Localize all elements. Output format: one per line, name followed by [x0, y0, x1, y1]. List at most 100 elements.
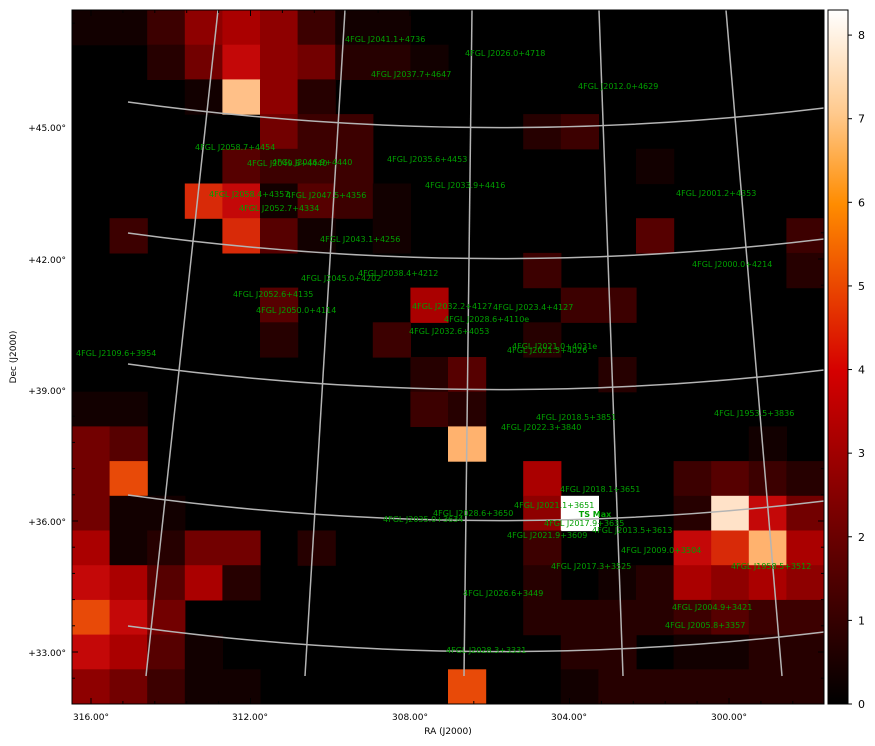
x-tick-label: 300.00° [711, 713, 747, 723]
axis-ticks [72, 10, 824, 704]
y-tick-label: +45.00° [28, 124, 66, 134]
ts-pixel [72, 530, 111, 566]
colorbar-tick-label: 2 [858, 531, 865, 544]
ts-pixel [673, 599, 712, 636]
source-label: 4FGL J2032.2+4127 [412, 302, 492, 311]
ts-pixel [222, 183, 261, 219]
source-label: 4FGL J2046.9+4440 [272, 158, 352, 167]
source-label: 4FGL J2026.6+3449 [463, 589, 543, 598]
ts-pixel [184, 565, 223, 601]
ts-pixel [147, 44, 186, 80]
ts-pixel [109, 565, 148, 601]
ts-pixel [72, 495, 111, 532]
source-label: 4FGL J2037.7+4647 [371, 70, 451, 79]
source-label: 4FGL J2004.9+3421 [672, 603, 752, 612]
y-tick-label: +42.00° [28, 256, 66, 266]
ts-pixel [636, 218, 675, 254]
ra-gridline-2 [304, 10, 346, 677]
ts-pixel [260, 218, 299, 254]
ts-pixel [109, 669, 148, 704]
source-label: 4FGL J2012.0+4629 [578, 82, 658, 91]
ts-pixel [260, 44, 299, 80]
ts-pixel [711, 461, 750, 497]
ts-pixel [786, 252, 824, 289]
source-label: 4FGL J2050.0+4114 [256, 306, 336, 315]
ts-pixel [748, 426, 787, 462]
colorbar-tick-label: 5 [858, 280, 865, 293]
source-label: 4FGL J2052.6+4135 [233, 290, 313, 299]
ts-pixel [523, 114, 562, 150]
ts-pixel [147, 634, 186, 670]
source-label: 4FGL J2026.0+4718 [465, 49, 545, 58]
source-label: 4FGL J2035.6+4453 [387, 155, 467, 164]
ts-pixel [598, 565, 637, 601]
ts-pixel [523, 495, 562, 532]
ts-pixel [109, 10, 148, 46]
ts-pixel [222, 44, 261, 80]
source-label: 4FGL J2032.6+4053 [409, 327, 489, 336]
x-axis-label: RA (J2000) [424, 727, 472, 737]
ts-pixel [335, 183, 374, 219]
ts-pixel [410, 287, 449, 323]
ts-pixel [636, 599, 675, 636]
source-label: 4FGL J2038.4+4212 [358, 269, 438, 278]
ts-pixel [72, 461, 111, 497]
ts-pixel [786, 218, 824, 254]
source-label: 4FGL J2022.3+3840 [501, 423, 581, 432]
source-label: 4FGL J2017.9+3635 [544, 519, 624, 528]
colorbar-tick-label: 7 [858, 113, 865, 126]
ts-pixel [297, 148, 336, 185]
source-label: 4FGL J2013.5+3613 [592, 526, 672, 535]
ts-pixel [711, 495, 750, 532]
ts-pixel [636, 148, 675, 185]
ts-pixel [72, 391, 111, 427]
ts-pixel [297, 44, 336, 80]
source-label: 4FGL J2043.1+4256 [320, 235, 400, 244]
ts-pixel [260, 287, 299, 323]
ts-pixel [335, 10, 374, 46]
y-tick-label: +36.00° [28, 518, 66, 528]
ts-pixel [222, 148, 261, 185]
ts-pixel [410, 357, 449, 393]
source-label: 4FGL J2041.1+4736 [345, 35, 425, 44]
ts-pixel [711, 669, 750, 704]
dec-gridline-42 [127, 232, 824, 260]
y-tick-label: +39.00° [28, 387, 66, 397]
ts-pixel [260, 148, 299, 185]
ts-pixel [147, 669, 186, 704]
source-label: 4FGL J2005.8+3357 [665, 621, 745, 630]
ts-pixel [598, 599, 637, 636]
ts-pixel [222, 530, 261, 566]
ts-pixel [560, 669, 599, 704]
ts-pixel [673, 530, 712, 566]
dec-gridline-45 [127, 101, 824, 129]
ts-pixel [786, 565, 824, 601]
ts-pixel [109, 495, 148, 532]
ts-pixel [147, 565, 186, 601]
plot-frame [71, 9, 825, 705]
ts-pixel [786, 634, 824, 670]
ts-pixel [184, 79, 223, 115]
ts-max-label: TS Max [579, 510, 612, 519]
coordinate-grid [127, 10, 824, 677]
ts-pixel [372, 183, 411, 219]
ts-pixel [297, 10, 336, 46]
ts-pixel [636, 565, 675, 601]
ts-pixel [297, 530, 336, 566]
ts-pixel [72, 565, 111, 601]
ts-pixel [109, 391, 148, 427]
colorbar-tick-label: 3 [858, 447, 865, 460]
ts-pixel [260, 322, 299, 358]
ts-pixel [297, 114, 336, 150]
source-label: 4FGL J1953.5+3836 [714, 409, 794, 418]
ts-pixel [786, 461, 824, 497]
source-label: 4FGL J2058.7+4454 [195, 143, 275, 152]
source-label: 4FGL J2109.6+3954 [76, 349, 156, 358]
x-tick-labels: 316.00° 312.00° 308.00° 304.00° 300.00° [73, 713, 747, 723]
ra-gridline-1 [145, 10, 219, 677]
ts-heatmap [72, 10, 824, 704]
ts-pixel [372, 322, 411, 358]
colorbar-tick-label: 1 [858, 614, 865, 627]
colorbar-tick-label: 0 [858, 698, 865, 711]
